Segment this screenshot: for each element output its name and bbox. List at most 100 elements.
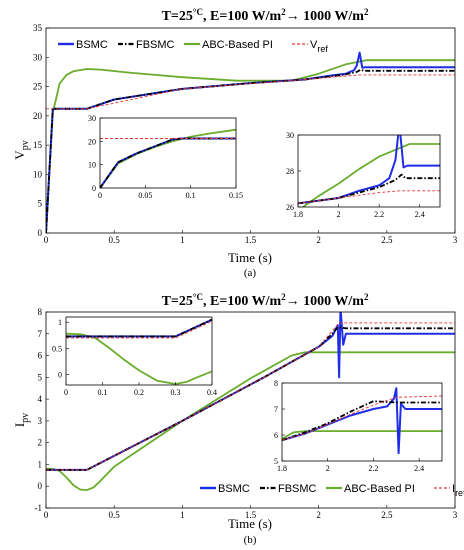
chart-a-inset-2-series-group xyxy=(298,135,440,207)
chart-b-xtick-label: 1 xyxy=(180,510,185,520)
chart-a-inset-1-ytick-label: 30 xyxy=(88,114,96,123)
chart-a-inset-2-series-vref xyxy=(298,190,440,204)
chart-b-inset-1-xtick-label: 0.3 xyxy=(171,388,181,397)
chart-b-inset-2-series-fbsmc xyxy=(282,400,442,442)
chart-b-inset-2-frame xyxy=(281,382,443,462)
chart-a-inset-1-xtick-label: 0.1 xyxy=(186,191,196,200)
chart-b-ytick-label: 2 xyxy=(38,438,43,448)
chart-a-inset-1-ytick-label: 10 xyxy=(88,161,96,170)
chart-b-ytick-label: 3 xyxy=(38,416,43,426)
chart-b-inset-2-xtick-label: 2.2 xyxy=(368,464,378,473)
chart-a-inset-2-xtick-label: 2.4 xyxy=(415,210,425,219)
chart-b-inset-2-plot-area xyxy=(282,383,442,461)
chart-b-xtick-label: 1.5 xyxy=(245,510,257,520)
chart-b-ytick-label: -1 xyxy=(35,503,43,513)
chart-b-ylabel: Ipv xyxy=(12,413,31,427)
chart-b-inset-1-plot-area xyxy=(66,317,212,385)
chart-a-series-group xyxy=(46,51,455,233)
chart-a-inset-1-ytick-label: 20 xyxy=(88,137,96,146)
chart-a-inset-2-xtick-label: 1.8 xyxy=(293,210,303,219)
chart-b-legend-label: BSMC xyxy=(218,483,250,495)
chart-b-series-group xyxy=(46,312,455,492)
chart-a-inset-2-ytick-label: 28 xyxy=(286,167,294,176)
chart-b-inset-2-ytick-label: 5 xyxy=(274,457,278,466)
chart-b-xtick-label: 2 xyxy=(316,510,321,520)
chart-a-ytick-label: 20 xyxy=(33,111,43,121)
chart-b-ytick-label: 7 xyxy=(38,329,43,339)
chart-a-inset-1-xtick-label: 0.15 xyxy=(229,191,243,200)
chart-a-inset-2-ytick-label: 26 xyxy=(286,203,294,212)
chart-b-series-iref xyxy=(46,322,455,471)
chart-a-ytick-label: 10 xyxy=(33,169,43,179)
chart-a-legend-label: BSMC xyxy=(76,39,108,51)
chart-b-inset-2-ytick-label: 6 xyxy=(274,431,278,440)
chart-a-inset-1-ytick-label: 0 xyxy=(92,184,96,193)
chart-a-inset-1-series-fbsmc xyxy=(100,137,236,188)
chart-b-xtick-label: 0 xyxy=(44,510,49,520)
chart-b-caption: (b) xyxy=(244,534,257,546)
chart-b-series-abc-based-pi xyxy=(46,351,455,492)
chart-b-ytick-label: 5 xyxy=(38,372,43,382)
chart-a-ytick-label: 35 xyxy=(33,23,43,33)
chart-b-inset-2-xtick-label: 2 xyxy=(326,464,330,473)
chart-b-inset-1-xtick-label: 0 xyxy=(64,388,68,397)
chart-a-xtick-label: 1 xyxy=(180,235,185,245)
chart-a-legend-label: FBSMC xyxy=(136,39,175,51)
chart-a-inset-2-ytick-label: 30 xyxy=(286,131,294,140)
chart-a-inset-2: 1.8 2 2.2 2.4 26 28 30 xyxy=(286,131,441,219)
chart-b-inset-1-series-group xyxy=(66,318,212,385)
chart-b-ytick-label: 0 xyxy=(38,481,43,491)
chart-a-inset-2-xtick-label: 2 xyxy=(337,210,341,219)
chart-b-title: T=25°C, E=100 W/m2→ 1000 W/m2 xyxy=(162,292,369,309)
chart-a-xlabel: Time (s) xyxy=(228,250,272,265)
chart-b-ytick-label: 1 xyxy=(38,459,43,469)
chart-b-legend-label: Iref xyxy=(452,483,464,498)
chart-b-inset-1-ytick-label: 0.5 xyxy=(52,344,62,353)
chart-a-inset-2-series-bsmc xyxy=(298,135,440,205)
chart-a-title: T=25°C, E=100 W/m2→ 1000 W/m2 xyxy=(162,7,369,24)
chart-a-inset-2-series-fbsmc xyxy=(298,173,440,205)
chart-b-inset-1: 0 0.1 0.2 0.3 0.4 0 0.5 1 xyxy=(52,316,217,397)
chart-b-inset-2-ytick-label: 7 xyxy=(274,405,278,414)
chart-b-xtick-label: 3 xyxy=(453,510,458,520)
chart-a-inset-1-xtick-label: 0.05 xyxy=(138,191,152,200)
chart-a-ytick-label: 15 xyxy=(33,140,43,150)
chart-a-legend-label: ABC-Based PI xyxy=(202,39,273,51)
chart-a-xtick-label: 0 xyxy=(44,235,49,245)
chart-a-inset-1-frame xyxy=(99,117,237,189)
chart-a-inset-1-series-abc-based-pi xyxy=(100,128,236,188)
chart-a-ytick-label: 30 xyxy=(33,52,43,62)
chart-a-inset-1-series-group xyxy=(100,128,236,188)
chart-a-ytick-label: 5 xyxy=(38,199,43,209)
chart-b-inset-2-series-group xyxy=(282,387,442,455)
chart-a-inset-1-plot-area xyxy=(100,118,236,188)
chart-b-inset-1-xtick-label: 0.1 xyxy=(98,388,108,397)
chart-b-inset-2-ytick-label: 8 xyxy=(274,379,278,388)
chart-b-inset-1-ytick-label: 1 xyxy=(58,318,62,327)
chart-b-ytick-label: 4 xyxy=(38,394,43,404)
chart-b-xlabel: Time (s) xyxy=(228,516,272,531)
chart-b-legend-label: ABC-Based PI xyxy=(344,483,415,495)
chart-a-ytick-label: 0 xyxy=(38,228,43,238)
chart-a-series-abc-based-pi xyxy=(46,59,455,233)
chart-a-xtick-label: 2.5 xyxy=(381,235,393,245)
chart-b-inset-2-series-abc-based-pi xyxy=(282,430,442,440)
chart-b-inset-1-ytick-label: 0 xyxy=(58,371,62,380)
chart-a-caption: (a) xyxy=(244,267,257,279)
chart-b-inset-2-series-iref xyxy=(282,395,442,441)
chart-a-inset-1-xtick-label: 0 xyxy=(98,191,102,200)
chart-b-inset-2-xtick-label: 1.8 xyxy=(277,464,287,473)
chart-a-series-vref xyxy=(46,74,455,110)
chart-b-inset-2: 1.8 2 2.2 2.4 5 6 7 8 xyxy=(274,379,443,473)
chart-b-inset-1-xtick-label: 0.4 xyxy=(207,388,217,397)
chart-b-ytick-label: 8 xyxy=(38,307,43,317)
chart-a-xtick-label: 3 xyxy=(453,235,458,245)
chart-a-inset-1: 0 0.05 0.1 0.15 0 10 20 30 xyxy=(88,114,243,200)
chart-b-inset-1-xtick-label: 0.2 xyxy=(134,388,144,397)
chart-a-legend-label: Vref xyxy=(310,39,328,54)
chart-b-inset-2-xtick-label: 2.4 xyxy=(414,464,424,473)
chart-a-xtick-label: 0.5 xyxy=(109,235,121,245)
chart-b-inset-1-series-iref xyxy=(66,320,212,339)
